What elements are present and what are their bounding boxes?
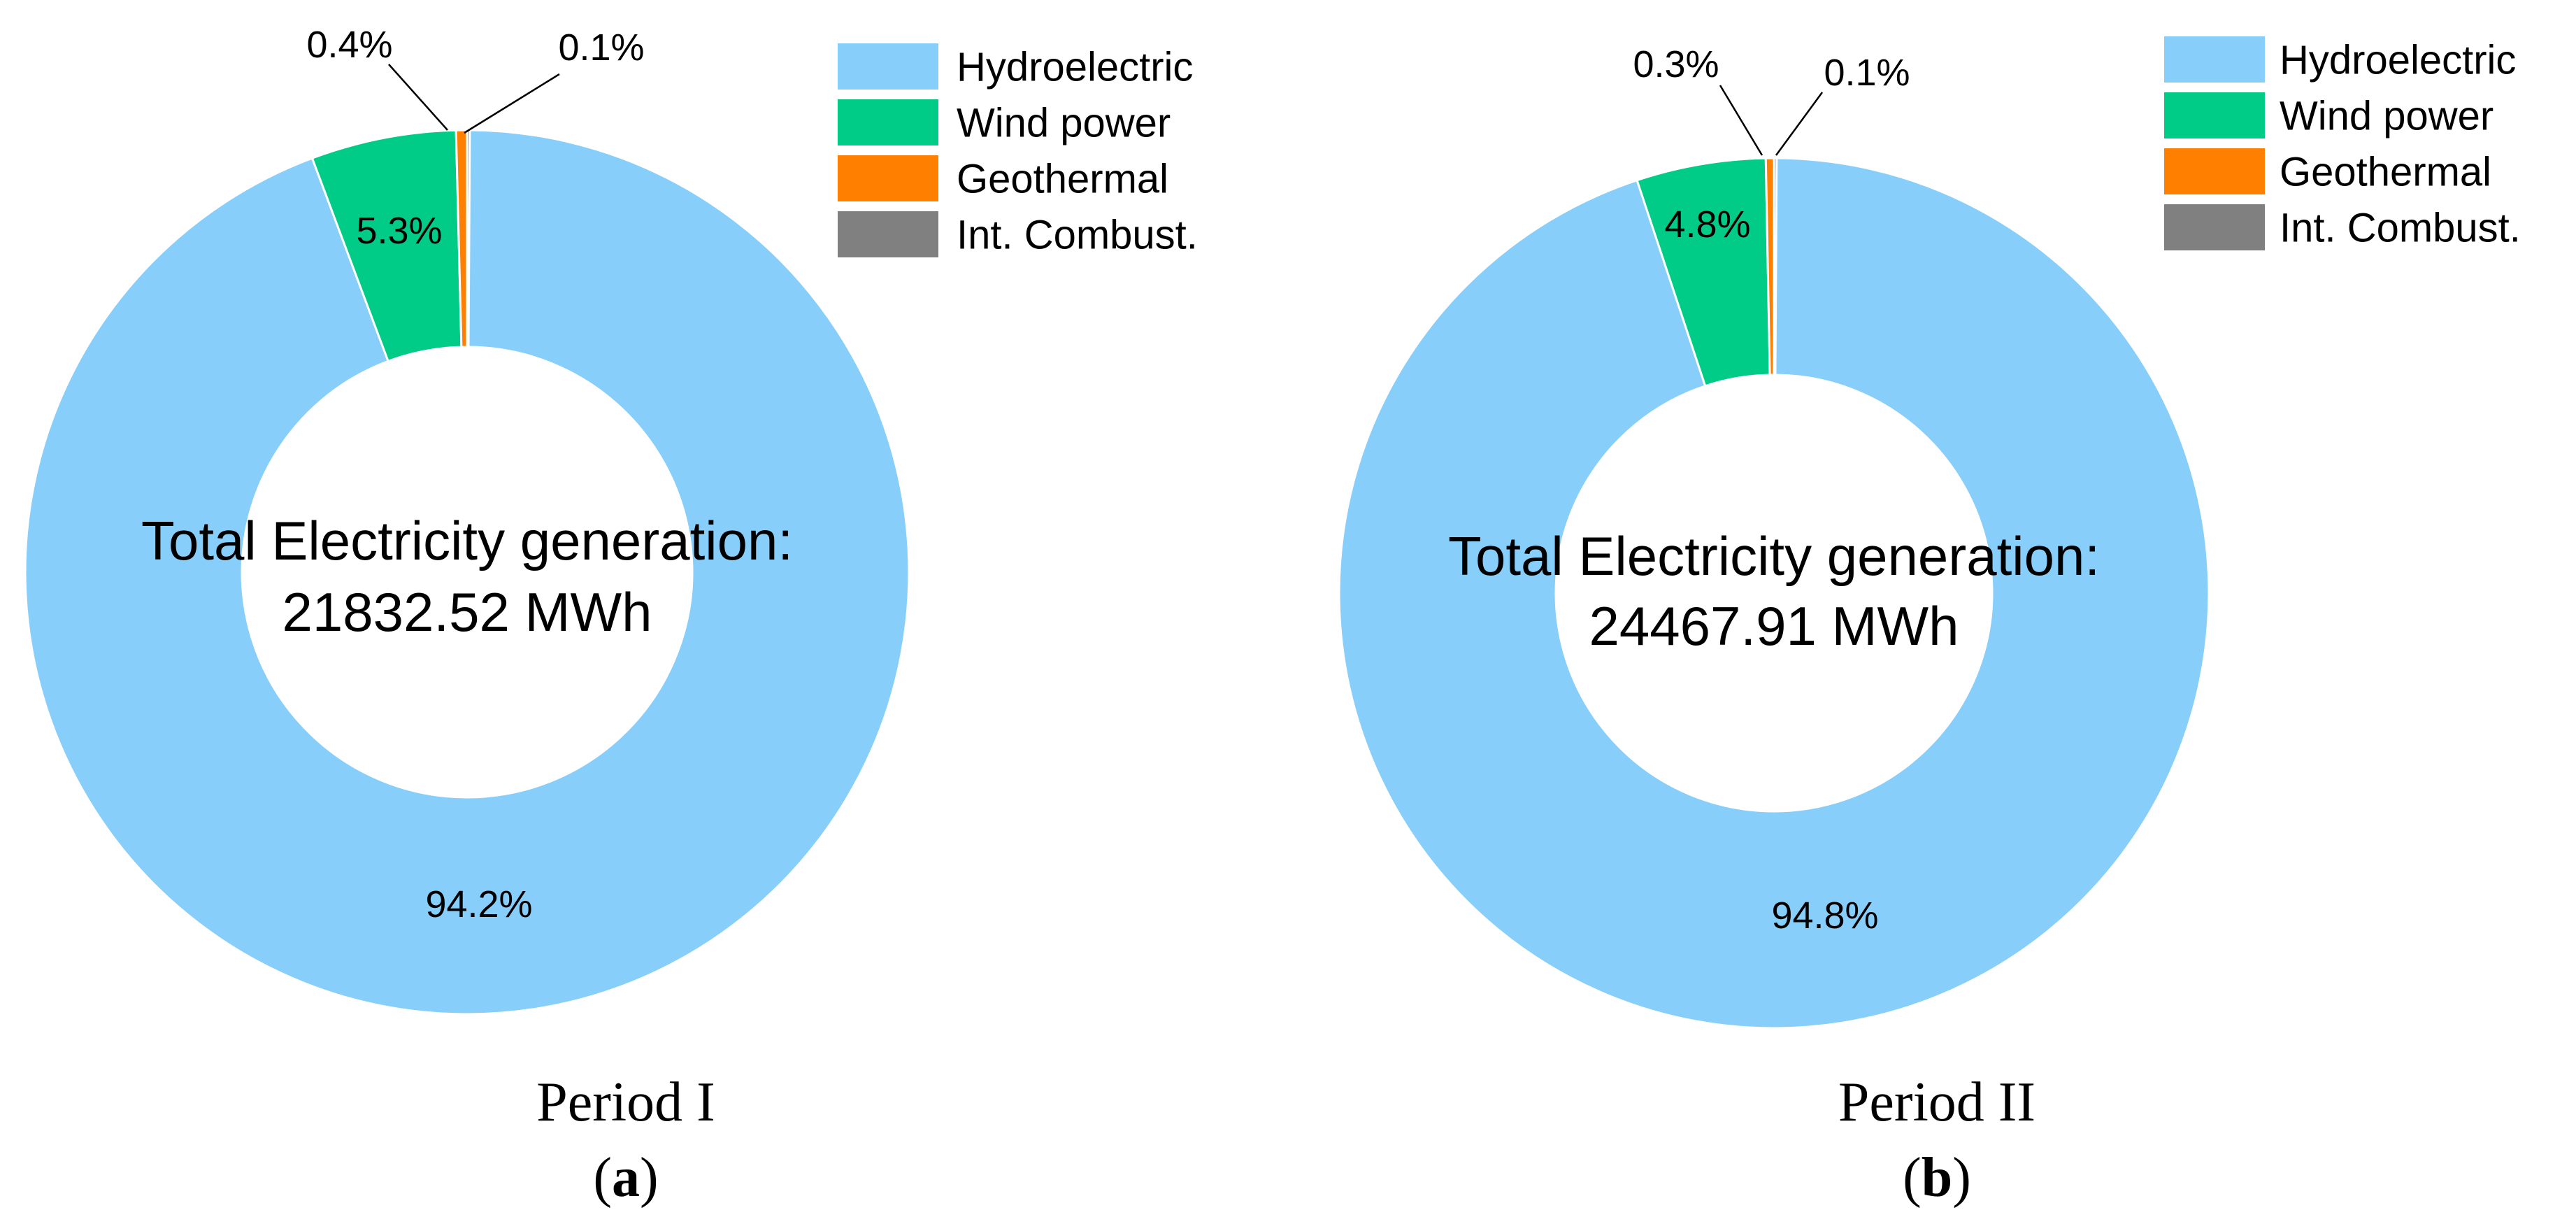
panel-label: (a) [593,1147,658,1209]
legend-label-geothermal: Geothermal [2280,149,2491,194]
slice-labels-period-2: 0.1% 94.8% 4.8% 0.3% [1633,43,1910,937]
panel-letter: a [612,1147,640,1209]
legend-swatch-wind-power [2164,92,2265,138]
legend-label-int-combust: Int. Combust. [2280,205,2521,250]
legend-swatch-wind-power [838,99,938,145]
legend-item-wind-power: Wind power [838,99,1171,145]
slice-label-int-combust: 0.1% [558,27,644,69]
callout-lines-period-1 [388,64,560,134]
legend-label-hydroelectric: Hydroelectric [2280,37,2516,83]
callout-line-int-combust [1775,92,1824,156]
legend-item-hydroelectric: Hydroelectric [2164,36,2516,83]
center-total: 21832.52 MWh [282,581,652,643]
legend-period-1: Hydroelectric Wind power Geothermal Int. Co… [838,43,1198,257]
slice-label-wind-power: 5.3% [356,210,442,252]
panel-letter: b [1922,1147,1953,1209]
slice-label-hydroelectric: 94.8% [1771,895,1878,937]
legend-item-hydroelectric: Hydroelectric [838,43,1193,90]
slice-labels-period-1: 0.1% 94.2% 5.3% 0.4% [306,24,644,925]
slice-label-geothermal: 0.4% [306,24,392,66]
callout-line-geothermal [388,64,448,131]
legend-swatch-geothermal [2164,148,2265,194]
slice-label-int-combust: 0.1% [1824,52,1910,94]
slices-period-1 [24,129,910,1016]
legend-label-hydroelectric: Hydroelectric [957,44,1193,90]
legend-item-geothermal: Geothermal [838,155,1168,201]
legend-swatch-hydroelectric [2164,36,2265,83]
donut-chart-period-2: 0.1% 94.8% 4.8% 0.3% Total Electricity gene… [1338,36,2521,1209]
legend-label-geothermal: Geothermal [957,156,1168,201]
legend-label-int-combust: Int. Combust. [957,212,1198,257]
legend-item-int-combust: Int. Combust. [838,211,1198,257]
center-title: Total Electricity generation: [141,510,793,571]
legend-swatch-int-combust [2164,204,2265,250]
slice-geothermal [1764,157,1775,376]
slice-label-wind-power: 4.8% [1664,204,1750,246]
slice-geothermal [455,129,468,348]
legend-label-wind-power: Wind power [2280,93,2493,138]
slices-period-2 [1338,157,2210,1030]
slice-label-geothermal: 0.3% [1633,43,1719,85]
legend-period-2: Hydroelectric Wind power Geothermal Int. Co… [2164,36,2521,250]
period-label: Period I [536,1072,715,1133]
legend-swatch-geothermal [838,155,938,201]
center-title: Total Electricity generation: [1448,525,2100,587]
legend-label-wind-power: Wind power [957,100,1171,145]
slice-hydroelectric [24,129,910,1016]
callout-lines-period-2 [1719,85,1824,156]
panel-label: (b) [1903,1147,1971,1209]
slice-hydroelectric [1338,157,2210,1030]
donut-chart-period-1: 0.1% 94.2% 5.3% 0.4% Total Electricity gene… [24,24,1198,1209]
callout-line-int-combust [464,73,560,134]
callout-line-geothermal [1719,85,1763,156]
period-label: Period II [1838,1072,2035,1133]
slice-label-hydroelectric: 94.2% [425,883,532,925]
legend-swatch-hydroelectric [838,43,938,90]
legend-item-geothermal: Geothermal [2164,148,2491,194]
legend-swatch-int-combust [838,211,938,257]
legend-item-wind-power: Wind power [2164,92,2493,138]
center-total: 24467.91 MWh [1589,595,1959,657]
legend-item-int-combust: Int. Combust. [2164,204,2521,250]
